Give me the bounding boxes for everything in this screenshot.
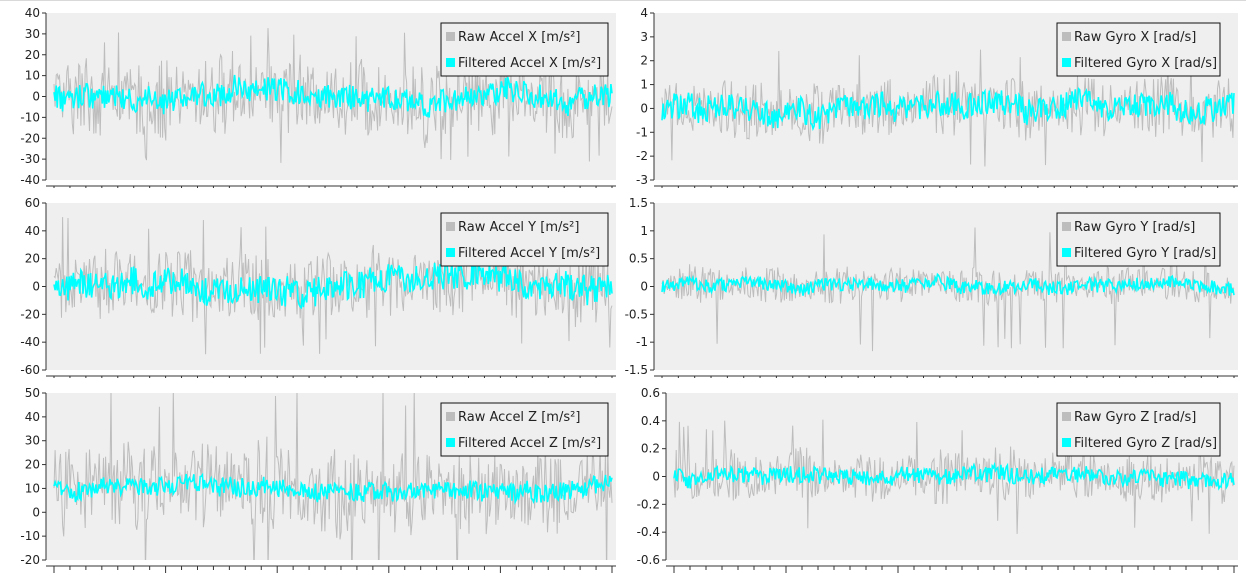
y-tick-label: 60 xyxy=(25,196,40,210)
legend-swatch xyxy=(1062,32,1071,41)
y-tick-label: 40 xyxy=(25,410,40,424)
y-tick-label: -0.2 xyxy=(637,497,660,511)
y-tick-label: 3 xyxy=(640,30,648,44)
chart-accel-z: -20 -10 0 10 20 30 40 50 Raw Accel Z [m/s²] Filte… xyxy=(0,382,620,581)
y-tick-label: 0 xyxy=(652,470,660,484)
filtered-series-line xyxy=(53,472,613,505)
filtered-series-line xyxy=(661,86,1235,132)
y-tick-label: 4 xyxy=(640,6,648,20)
legend-swatch xyxy=(1062,438,1071,447)
legend-swatch xyxy=(1062,248,1071,257)
y-tick-label: 0.2 xyxy=(641,442,660,456)
y-tick-label: -10 xyxy=(20,110,40,124)
legend-swatch xyxy=(446,222,455,231)
y-tick-label: -1 xyxy=(636,125,648,139)
raw-series-line xyxy=(661,220,1235,352)
chart-accel-x: -40 -30 -20 -10 0 10 20 30 40 Raw Accel X [m/s²] F… xyxy=(0,2,620,188)
y-tick-label: 10 xyxy=(25,69,40,83)
legend-label: Filtered Accel Y [m/s²] xyxy=(458,246,600,261)
legend-swatch xyxy=(446,248,455,257)
y-tick-label: -40 xyxy=(20,335,40,349)
legend-box xyxy=(1056,212,1221,267)
y-tick-label: 30 xyxy=(25,434,40,448)
y-tick-label: -1 xyxy=(636,335,648,349)
filtered-series-line xyxy=(53,74,613,118)
raw-series-line xyxy=(53,28,613,163)
y-tick-label: -40 xyxy=(20,173,40,187)
y-tick-label: 1 xyxy=(640,224,648,238)
y-tick-label: -20 xyxy=(20,131,40,145)
chart-gyro-z-svg: -0.6 -0.4 -0.2 0 0.2 0.4 0.6 Raw Gyro Z [rad/s]… xyxy=(637,386,1238,573)
y-tick-label: -20 xyxy=(20,307,40,321)
y-tick-label: 40 xyxy=(25,6,40,20)
filtered-series-line xyxy=(661,272,1235,296)
y-tick-label: 0.6 xyxy=(641,386,660,400)
legend-swatch xyxy=(1062,222,1071,231)
y-tick-label: 2 xyxy=(640,54,648,68)
y-tick-label: 0 xyxy=(32,505,40,519)
legend-box xyxy=(1056,22,1221,77)
legend-label: Filtered Gyro X [rad/s] xyxy=(1074,56,1217,71)
legend-label: Filtered Gyro Z [rad/s] xyxy=(1074,436,1217,451)
legend-swatch xyxy=(1062,58,1071,67)
legend-swatch xyxy=(1062,412,1071,421)
y-tick-label: 0 xyxy=(32,280,40,294)
y-tick-label: 20 xyxy=(25,252,40,266)
y-tick-label: 20 xyxy=(25,458,40,472)
y-tick-label: 0.5 xyxy=(629,252,648,266)
chart-gyro-y: -1.5 -1 -0.5 0 0.5 1 1.5 Raw Gyro Y [rad/s] Filt… xyxy=(620,192,1246,378)
y-tick-label: 1.5 xyxy=(629,196,648,210)
chart-accel-x-svg: -40 -30 -20 -10 0 10 20 30 40 Raw Accel X [m/s²] F… xyxy=(20,6,616,188)
y-tick-label: 1 xyxy=(640,78,648,92)
chart-accel-z-svg: -20 -10 0 10 20 30 40 50 Raw Accel Z [m/s²] Filte… xyxy=(20,386,616,573)
legend-swatch xyxy=(446,58,455,67)
legend-label: Raw Accel X [m/s²] xyxy=(458,30,580,45)
y-tick-label: 20 xyxy=(25,48,40,62)
chart-gyro-z: -0.6 -0.4 -0.2 0 0.2 0.4 0.6 Raw Gyro Z [rad/s]… xyxy=(620,382,1246,581)
legend-label: Filtered Gyro Y [rad/s] xyxy=(1074,246,1216,261)
legend-box xyxy=(440,402,609,457)
y-tick-label: 0.4 xyxy=(641,414,660,428)
legend-swatch xyxy=(446,32,455,41)
y-tick-label: -1.5 xyxy=(625,363,648,377)
y-tick-label: -60 xyxy=(20,363,40,377)
y-tick-label: 30 xyxy=(25,27,40,41)
y-tick-label: -10 xyxy=(20,529,40,543)
chart-gyro-y-svg: -1.5 -1 -0.5 0 0.5 1 1.5 Raw Gyro Y [rad/s] Filt… xyxy=(625,196,1238,378)
legend-label: Raw Accel Y [m/s²] xyxy=(458,220,579,235)
y-tick-label: -30 xyxy=(20,152,40,166)
chart-accel-y: -60 -40 -20 0 20 40 60 Raw Accel Y [m/s²] Filter… xyxy=(0,192,620,378)
y-tick-label: -0.5 xyxy=(625,307,648,321)
chart-gyro-x-svg: -3 -2 -1 0 1 2 3 4 Raw Gyro X [rad/s] Filtered Gy… xyxy=(636,6,1238,188)
legend-label: Filtered Accel Z [m/s²] xyxy=(458,436,601,451)
legend-label: Raw Gyro X [rad/s] xyxy=(1074,30,1196,45)
y-tick-label: 0 xyxy=(640,280,648,294)
y-tick-label: 50 xyxy=(25,386,40,400)
y-tick-label: -20 xyxy=(20,553,40,567)
legend-box xyxy=(440,22,609,77)
y-tick-label: -0.4 xyxy=(637,525,660,539)
y-tick-label: -3 xyxy=(636,173,648,187)
y-tick-label: 0 xyxy=(640,101,648,115)
legend-swatch xyxy=(446,412,455,421)
legend-box xyxy=(440,212,609,267)
legend-swatch xyxy=(446,438,455,447)
y-tick-label: -0.6 xyxy=(637,553,660,567)
raw-series-line xyxy=(53,217,613,355)
legend-box xyxy=(1056,402,1221,457)
y-tick-label: 10 xyxy=(25,481,40,495)
legend-label: Raw Gyro Y [rad/s] xyxy=(1074,220,1195,235)
y-tick-label: -2 xyxy=(636,149,648,163)
legend-label: Filtered Accel X [m/s²] xyxy=(458,56,601,71)
filtered-series-line xyxy=(53,257,613,310)
filtered-series-line xyxy=(673,461,1235,491)
chart-accel-y-svg: -60 -40 -20 0 20 40 60 Raw Accel Y [m/s²] Filter… xyxy=(20,196,616,378)
chart-gyro-x: -3 -2 -1 0 1 2 3 4 Raw Gyro X [rad/s] Filtered Gy… xyxy=(620,2,1246,188)
legend-label: Raw Accel Z [m/s²] xyxy=(458,410,580,425)
y-tick-label: 40 xyxy=(25,224,40,238)
legend-label: Raw Gyro Z [rad/s] xyxy=(1074,410,1196,425)
y-tick-label: 0 xyxy=(32,90,40,104)
